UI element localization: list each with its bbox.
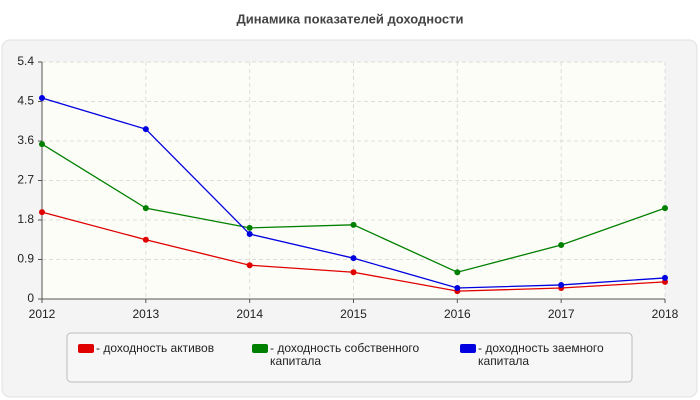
- data-point: [39, 94, 45, 101]
- data-point: [662, 274, 668, 281]
- data-point: [39, 209, 45, 216]
- chart-title: Динамика показателей доходности: [236, 11, 463, 26]
- legend-swatch: [460, 344, 476, 353]
- data-point: [454, 285, 461, 292]
- data-point: [246, 224, 253, 231]
- y-tick-label: 0: [27, 291, 34, 305]
- data-point: [142, 126, 149, 133]
- data-point: [558, 281, 565, 288]
- x-tick-label: 2015: [340, 307, 367, 321]
- data-point: [662, 205, 668, 212]
- data-point: [350, 221, 357, 228]
- data-point: [454, 269, 461, 276]
- data-point: [39, 141, 45, 148]
- x-tick-label: 2016: [444, 307, 471, 321]
- x-tick-label: 2017: [548, 307, 575, 321]
- legend-label: - доходность активов: [96, 341, 215, 355]
- data-point: [350, 255, 357, 262]
- data-point: [350, 269, 357, 276]
- x-tick-label: 2018: [652, 307, 679, 321]
- data-point: [246, 262, 253, 269]
- data-point: [558, 242, 565, 249]
- legend-label: - доходность собственного капитала: [270, 341, 420, 368]
- y-tick-label: 0.9: [17, 252, 34, 266]
- x-tick-label: 2013: [132, 307, 159, 321]
- data-point: [246, 231, 253, 238]
- x-tick-label: 2014: [236, 307, 263, 321]
- legend-swatch: [252, 344, 268, 353]
- legend-swatch: [78, 344, 94, 353]
- y-tick-label: 2.7: [17, 173, 34, 187]
- data-point: [142, 236, 149, 243]
- y-tick-label: 1.8: [17, 212, 34, 226]
- x-tick-label: 2012: [29, 307, 56, 321]
- legend-label: - доходность заемного капитала: [478, 341, 604, 368]
- legend-box: [66, 332, 633, 383]
- y-tick-label: 5.4: [17, 54, 34, 68]
- y-tick-label: 3.6: [17, 133, 34, 147]
- y-tick-label: 4.5: [17, 94, 34, 108]
- data-point: [142, 205, 149, 212]
